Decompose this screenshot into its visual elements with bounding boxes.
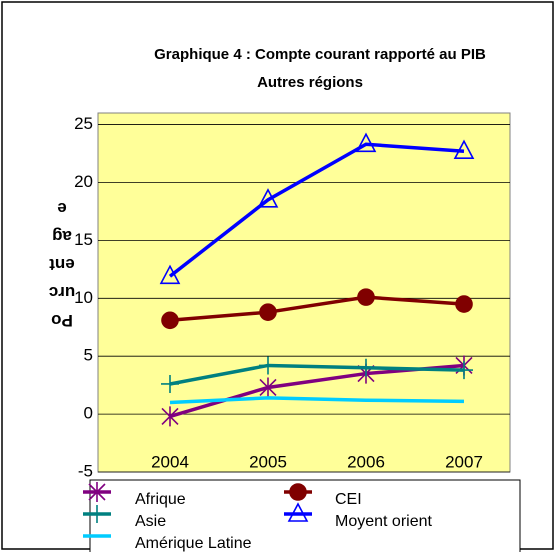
series-line (169, 396, 465, 405)
legend-marker (88, 482, 106, 502)
y-tick-label: 0 (84, 404, 93, 423)
series-line (169, 295, 465, 323)
y-tick-label: 15 (74, 230, 93, 249)
x-tick-label: 2007 (445, 452, 483, 471)
marker (455, 295, 473, 313)
marker (259, 356, 277, 375)
series-line (169, 363, 465, 386)
marker (259, 303, 277, 321)
legend-marker (287, 502, 309, 522)
marker (357, 358, 375, 377)
marker (161, 374, 179, 393)
legend-marker (289, 483, 307, 501)
legend-label: Afrique (135, 491, 186, 508)
y-axis-label-text: Pourcentage (49, 199, 75, 330)
legend-label: Moyent orient (335, 513, 432, 530)
marker (259, 377, 277, 398)
legend-marker (88, 505, 106, 523)
legend-label: Amérique Latine (135, 535, 252, 552)
marker (159, 264, 181, 285)
plot-area (97, 112, 511, 473)
marker (455, 361, 473, 380)
marker (453, 139, 475, 160)
series-line (168, 142, 465, 278)
chart-subtitle: Autres régions (257, 74, 363, 91)
y-axis-label: Pourcentage (49, 199, 75, 330)
marker (355, 132, 377, 153)
marker (161, 406, 179, 427)
y-tick-label: 5 (84, 346, 93, 365)
legend-label: Asie (135, 513, 166, 530)
legend-label: CEI (335, 491, 362, 508)
x-tick-label: 2005 (249, 452, 287, 471)
marker (161, 311, 179, 330)
x-tick-label: 2006 (347, 452, 385, 471)
y-tick-label: 20 (74, 172, 93, 191)
y-tick-label: -5 (78, 461, 93, 480)
marker (257, 188, 279, 208)
y-tick-label: 25 (74, 114, 93, 133)
marker (357, 288, 375, 306)
x-tick-label: 2004 (151, 452, 189, 471)
chart-title: Graphique 4 : Compte courant rapporté au… (154, 46, 486, 63)
y-tick-label: 10 (74, 288, 93, 307)
